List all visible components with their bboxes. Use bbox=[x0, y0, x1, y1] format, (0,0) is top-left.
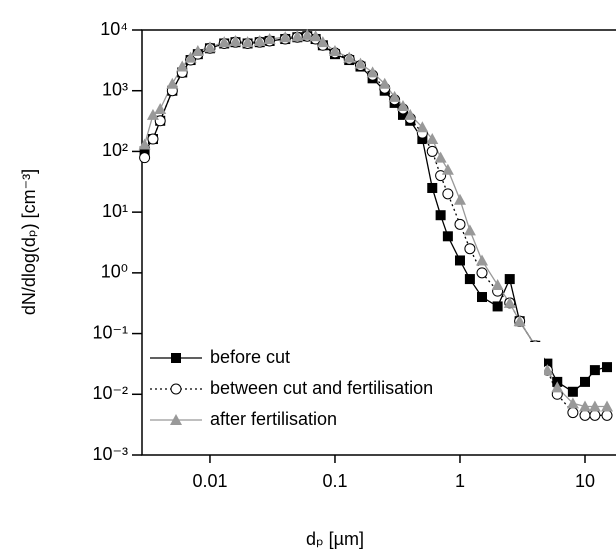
marker-square bbox=[397, 109, 408, 120]
marker-square bbox=[602, 362, 613, 373]
marker-triangle bbox=[441, 163, 454, 175]
marker-triangle bbox=[566, 397, 579, 409]
series-line bbox=[144, 35, 608, 393]
y-tick-label: 10⁻¹ bbox=[92, 322, 128, 342]
marker-square bbox=[589, 365, 600, 376]
marker-triangle bbox=[404, 108, 417, 120]
marker-triangle bbox=[170, 414, 182, 425]
marker-triangle bbox=[434, 151, 447, 163]
marker-triangle bbox=[491, 279, 504, 291]
marker-circle bbox=[589, 409, 601, 421]
marker-circle bbox=[442, 188, 454, 200]
marker-square bbox=[427, 182, 438, 193]
legend-label: between cut and fertilisation bbox=[210, 378, 433, 398]
marker-triangle bbox=[154, 102, 167, 114]
y-tick-label: 10⁻³ bbox=[92, 444, 128, 464]
marker-triangle bbox=[184, 51, 197, 63]
marker-triangle bbox=[503, 296, 516, 308]
marker-triangle bbox=[463, 224, 476, 236]
marker-triangle bbox=[416, 121, 429, 133]
marker-triangle bbox=[253, 34, 266, 46]
marker-triangle bbox=[354, 57, 367, 69]
marker-triangle bbox=[218, 36, 231, 48]
marker-triangle bbox=[203, 41, 216, 53]
marker-square bbox=[504, 274, 515, 285]
legend-background bbox=[144, 342, 544, 439]
marker-triangle bbox=[176, 60, 189, 72]
y-tick-label: 10⁰ bbox=[101, 262, 128, 282]
marker-triangle bbox=[396, 100, 409, 112]
marker-circle bbox=[139, 152, 151, 164]
marker-triangle bbox=[579, 400, 592, 412]
y-tick-label: 10³ bbox=[102, 79, 128, 99]
marker-triangle bbox=[229, 34, 242, 46]
y-tick-label: 10⁴ bbox=[100, 19, 128, 39]
marker-triangle bbox=[138, 138, 151, 150]
marker-square bbox=[477, 292, 488, 303]
marker-triangle bbox=[146, 108, 159, 120]
marker-square bbox=[417, 134, 428, 145]
marker-triangle bbox=[366, 66, 379, 78]
plot-frame bbox=[141, 29, 616, 456]
marker-square bbox=[435, 210, 446, 221]
marker-circle bbox=[601, 409, 613, 421]
marker-triangle bbox=[241, 36, 254, 48]
x-tick-label: 0.1 bbox=[322, 471, 347, 491]
marker-triangle bbox=[191, 45, 204, 57]
legend-label: after fertilisation bbox=[210, 409, 337, 429]
y-tick-label: 10² bbox=[102, 140, 128, 160]
marker-square bbox=[454, 255, 465, 266]
marker-circle bbox=[454, 218, 466, 230]
marker-circle bbox=[170, 383, 182, 395]
marker-triangle bbox=[541, 364, 554, 376]
marker-circle bbox=[464, 243, 476, 255]
y-tick-label: 10¹ bbox=[102, 201, 128, 221]
y-tick-label: 10⁻² bbox=[92, 383, 128, 403]
x-tick-label: 1 bbox=[455, 471, 465, 491]
y-axis-label: dN/dlog(dₚ) [cm⁻³] bbox=[19, 169, 39, 315]
marker-triangle bbox=[588, 400, 601, 412]
marker-triangle bbox=[388, 90, 401, 102]
marker-triangle bbox=[263, 33, 276, 45]
marker-triangle bbox=[378, 77, 391, 89]
marker-triangle bbox=[426, 133, 439, 145]
legend: before cut between cut and fertilisation a… bbox=[144, 342, 544, 439]
marker-circle bbox=[579, 409, 591, 421]
marker-square bbox=[139, 146, 150, 157]
marker-triangle bbox=[316, 36, 329, 48]
marker-circle bbox=[476, 267, 488, 279]
marker-triangle bbox=[551, 381, 564, 393]
marker-circle bbox=[567, 407, 579, 419]
marker-triangle bbox=[328, 45, 341, 57]
marker-triangle bbox=[291, 30, 304, 42]
marker-square bbox=[442, 231, 453, 242]
legend-label: before cut bbox=[210, 347, 290, 367]
marker-triangle bbox=[513, 315, 526, 327]
marker-triangle bbox=[279, 31, 292, 43]
x-tick-label: 10 bbox=[575, 471, 595, 491]
marker-triangle bbox=[601, 400, 614, 412]
marker-triangle bbox=[309, 30, 322, 42]
marker-triangle bbox=[453, 193, 466, 205]
plot-area bbox=[138, 28, 614, 421]
x-tick-label: 0.01 bbox=[192, 471, 227, 491]
marker-square bbox=[171, 353, 181, 363]
marker-triangle bbox=[343, 51, 356, 63]
marker-square bbox=[580, 376, 591, 387]
marker-triangle bbox=[166, 77, 179, 89]
marker-triangle bbox=[476, 254, 489, 266]
marker-square bbox=[542, 358, 553, 369]
marker-circle bbox=[426, 145, 438, 157]
marker-square bbox=[567, 386, 578, 397]
x-axis-label: dₚ [µm] bbox=[306, 529, 364, 549]
marker-square bbox=[464, 274, 475, 285]
marker-circle bbox=[147, 133, 159, 145]
marker-square bbox=[492, 301, 503, 312]
marker-triangle bbox=[301, 28, 314, 40]
